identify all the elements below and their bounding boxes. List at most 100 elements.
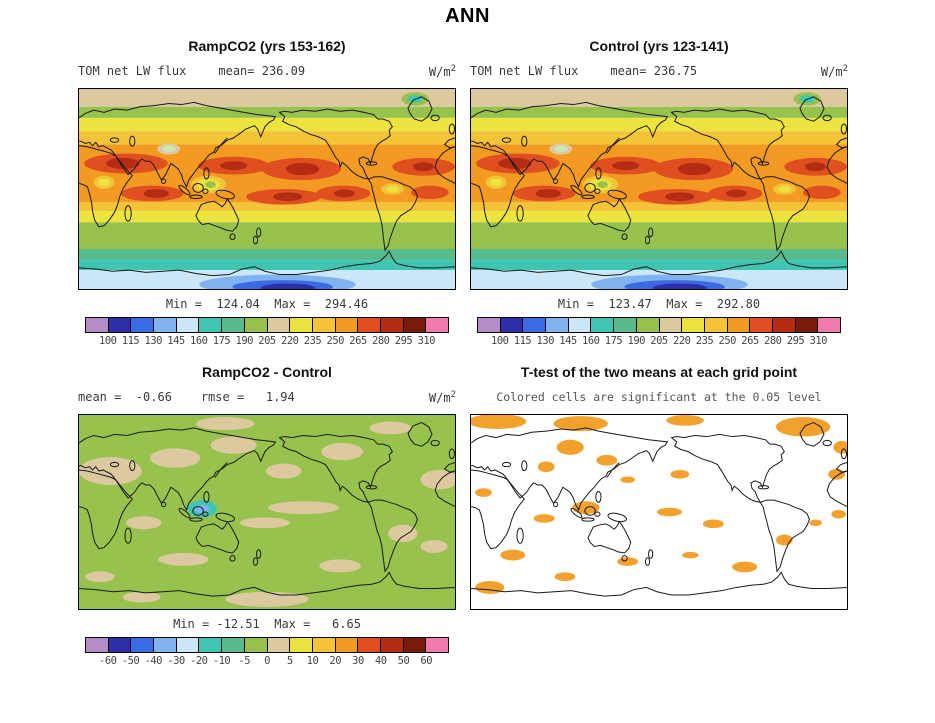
colorbar-cell xyxy=(590,318,614,332)
mean-label: mean= 236.09 xyxy=(218,64,306,78)
colorbar-cell xyxy=(794,318,818,332)
colorbar-cell xyxy=(425,318,448,332)
colorbar-tick-label: 160 xyxy=(582,335,600,347)
minmax-rampco2: Min = 124.04 Max = 294.46 xyxy=(165,297,369,311)
ttest-subtitle: Colored cells are significant at the 0.0… xyxy=(496,390,822,404)
colorbar-cell xyxy=(567,318,591,332)
colorbar-tick-label: -30 xyxy=(167,655,185,667)
colorbar-tick-label: 220 xyxy=(281,335,299,347)
colorbar-tick-label: 235 xyxy=(695,335,714,347)
colorbar-cell xyxy=(289,318,312,332)
colorbar-tick-label: 250 xyxy=(326,335,345,347)
variable-label: TOM net LW flux xyxy=(78,64,187,78)
colorbar-cell xyxy=(243,318,267,332)
colorbar-tick-label: 145 xyxy=(559,335,577,347)
stats-row-control: TOM net LW flux mean= 236.75 W/m2 xyxy=(470,64,848,79)
colorbar-cell xyxy=(425,638,448,652)
colorbar-cell xyxy=(334,318,358,332)
rampco2-map-svg xyxy=(79,89,455,289)
map-ttest xyxy=(470,414,848,610)
colorbar-tick-label: 310 xyxy=(417,335,436,347)
colorbar-tick-label: -10 xyxy=(212,655,231,667)
colorbar-tick-label: 175 xyxy=(212,335,231,347)
colorbar-cell xyxy=(130,638,154,652)
colorbar-tick-label: 295 xyxy=(394,335,413,347)
colorbar-cell xyxy=(198,638,222,652)
colorbar-tick-label: 205 xyxy=(650,335,668,347)
colorbar-tick-label: -20 xyxy=(190,655,208,667)
colorbar-tick-label: 130 xyxy=(536,335,555,347)
colorbar-cell xyxy=(198,318,222,332)
colorbar-tick-label: 235 xyxy=(303,335,322,347)
colorbar-cell xyxy=(681,318,704,332)
colorbar-cell xyxy=(311,318,335,332)
colorbar-tick-label: 190 xyxy=(235,335,254,347)
colorbar-cell xyxy=(266,638,290,652)
colorbar-cell xyxy=(311,638,335,652)
colorbar-tick-label: 175 xyxy=(604,335,623,347)
colorbar-tick-label: 280 xyxy=(372,335,390,347)
colorbar-cell xyxy=(545,318,568,332)
colorbar-flux-left xyxy=(85,317,449,333)
colorbar-cell xyxy=(357,638,380,652)
map-control xyxy=(470,88,848,290)
colorbar-cell xyxy=(613,318,636,332)
colorbar-tick-label: 115 xyxy=(513,335,532,347)
panel-rampco2: RampCO2 (yrs 153-162) TOM net LW flux me… xyxy=(78,38,456,348)
colorbar-cell xyxy=(221,318,244,332)
colorbar-tick-label: 190 xyxy=(627,335,646,347)
colorbar-tick-label: 280 xyxy=(764,335,782,347)
panel-title-ttest: T-test of the two means at each grid poi… xyxy=(520,364,798,380)
colorbar-cell xyxy=(221,638,244,652)
panel-difference: RampCO2 - Control mean = -0.66 rmse = 1.… xyxy=(78,364,456,668)
colorbar-cell xyxy=(153,638,176,652)
colorbar-cell xyxy=(175,638,199,652)
colorbar-ticks-flux-left: 100 115 130 145 160 175 190 205 220 235 250 265 280 2… xyxy=(85,335,449,348)
mean-rmse-label: mean = -0.66 rmse = 1.94 xyxy=(78,390,295,404)
colorbar-tick-label: 60 xyxy=(420,655,433,667)
colorbar-ticks-flux-right: 100 115 130 145 160 175 190 205 220 235 250 265 280 2… xyxy=(477,335,841,348)
colorbar-cell xyxy=(817,318,840,332)
colorbar-tick-label: 205 xyxy=(258,335,276,347)
variable-label: TOM net LW flux xyxy=(470,64,579,78)
colorbar-cell xyxy=(749,318,772,332)
colorbar-diff xyxy=(85,637,449,653)
colorbar-tick-label: 295 xyxy=(786,335,805,347)
figure-title: ANN xyxy=(445,5,490,27)
colorbar-cell xyxy=(635,318,659,332)
colorbar-tick-label: 130 xyxy=(144,335,163,347)
colorbar-tick-label: -5 xyxy=(238,655,251,667)
colorbar-tick-label: 10 xyxy=(306,655,319,667)
colorbar-cell xyxy=(175,318,199,332)
minmax-control: Min = 123.47 Max = 292.80 xyxy=(557,297,761,311)
colorbar-cell xyxy=(153,318,176,332)
colorbar-tick-label: 115 xyxy=(121,335,140,347)
colorbar-tick-label: 145 xyxy=(167,335,185,347)
panel-title-control: Control (yrs 123-141) xyxy=(589,38,729,54)
colorbar-tick-label: -40 xyxy=(144,655,163,667)
colorbar-ticks-diff: -60 -50 -40 -30 -20 -10 -5 0 5 10 20 30 40 50 60 xyxy=(85,655,449,668)
colorbar-cell xyxy=(86,318,108,332)
colorbar-cell xyxy=(130,318,154,332)
colorbar-tick-label: -60 xyxy=(99,655,117,667)
colorbar-tick-label: 250 xyxy=(718,335,737,347)
colorbar-cell xyxy=(107,318,131,332)
units-label: W/m2 xyxy=(820,64,848,79)
colorbar-cell xyxy=(243,638,267,652)
colorbar-tick-label: 30 xyxy=(352,655,364,667)
colorbar-cell xyxy=(658,318,682,332)
colorbar-cell xyxy=(379,318,403,332)
colorbar-tick-label: 100 xyxy=(99,335,117,347)
colorbar-cell xyxy=(107,638,131,652)
units-label: W/m2 xyxy=(428,390,456,405)
colorbar-flux-right xyxy=(477,317,841,333)
colorbar-tick-label: -50 xyxy=(121,655,140,667)
colorbar-tick-label: 160 xyxy=(190,335,208,347)
colorbar-cell xyxy=(726,318,750,332)
colorbar-tick-label: 310 xyxy=(809,335,828,347)
colorbar-cell xyxy=(357,318,380,332)
colorbar-tick-label: 40 xyxy=(374,655,387,667)
colorbar-cell xyxy=(522,318,546,332)
colorbar-cell xyxy=(266,318,290,332)
colorbar-tick-label: 0 xyxy=(264,655,270,667)
